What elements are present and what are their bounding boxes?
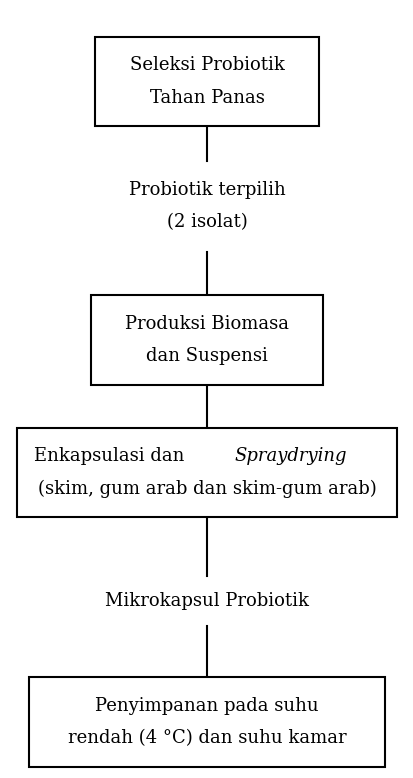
Bar	[29, 677, 384, 767]
Text: Mikrokapsul Probiotik: Mikrokapsul Probiotik	[105, 591, 308, 610]
Text: Enkapsulasi dan: Enkapsulasi dan	[33, 447, 189, 465]
Text: Probiotik terpilih: Probiotik terpilih	[128, 180, 285, 199]
Text: dan Suspensi: dan Suspensi	[146, 347, 267, 366]
Text: (skim, gum arab dan skim-gum arab): (skim, gum arab dan skim-gum arab)	[38, 479, 375, 498]
Text: Penyimpanan pada suhu: Penyimpanan pada suhu	[95, 696, 318, 715]
Text: Produksi Biomasa: Produksi Biomasa	[125, 314, 288, 333]
Text: Spraydrying: Spraydrying	[235, 447, 347, 465]
Text: (2 isolat): (2 isolat)	[166, 213, 247, 232]
Bar	[91, 296, 322, 385]
Text: Seleksi Probiotik: Seleksi Probiotik	[129, 56, 284, 75]
Text: rendah (4 °C) dan suhu kamar: rendah (4 °C) dan suhu kamar	[67, 729, 346, 748]
Bar	[17, 428, 396, 517]
Text: Tahan Panas: Tahan Panas	[149, 89, 264, 107]
Bar	[95, 37, 318, 126]
